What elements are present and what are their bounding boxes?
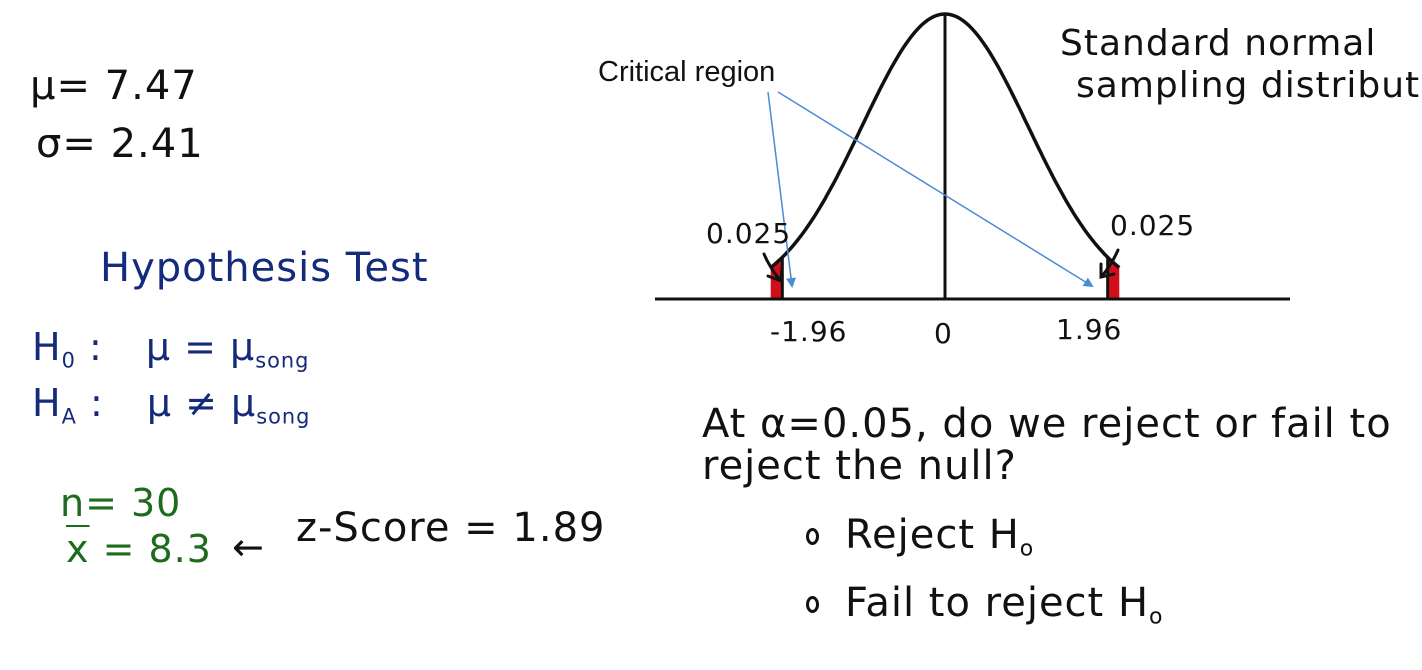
left-tail-area-label: 0.025 [706,217,792,250]
option-reject-text: Reject H [845,512,1020,558]
diagram-title-line1: Standard normal [1060,23,1377,64]
radio-fail-to-reject[interactable] [806,596,819,614]
mu-value: μ= 7.47 [30,63,198,109]
left-area-pointer [762,252,784,284]
option-reject-subscript: o [1019,536,1035,562]
critical-arrow-right [777,91,1094,288]
ha-label: H [32,381,62,425]
xbar-symbol: x [66,527,90,571]
xbar-value: = 8.3 [89,527,212,571]
ha-expression-subscript: song [256,404,311,429]
z-score: z-Score = 1.89 [296,505,606,551]
alternative-hypothesis: HA : μ ≠ μsong [32,384,310,427]
right-tail-area-label: 0.025 [1110,209,1196,242]
radio-reject[interactable] [806,528,819,546]
null-hypothesis: H0 : μ = μsong [32,328,309,371]
diagram-title-line2: sampling distribution [1076,65,1422,106]
sample-mean: x = 8.3 [66,530,212,568]
sigma-value: σ= 2.41 [36,121,204,167]
hypothesis-title: Hypothesis Test [100,245,429,291]
option-fail-to-reject[interactable]: Fail to reject Ho [806,580,1164,630]
critical-arrow-left [767,91,796,288]
critical-region-label: Critical region [598,56,776,88]
option-fail-to-reject-text: Fail to reject H [845,580,1150,626]
h0-label: H [32,325,62,369]
question-line2: reject the null? [702,443,1017,489]
ha-colon: : [89,381,104,425]
option-fail-to-reject-label: Fail to reject Ho [845,580,1164,630]
tick-label-center: 0 [934,317,953,350]
h0-expression: μ = μ [145,325,256,369]
ha-subscript: A [61,404,77,429]
ha-expression: μ ≠ μ [146,381,257,425]
question-line1: At α=0.05, do we reject or fail to [702,401,1392,447]
h0-colon: : [88,325,103,369]
tick-label-right: 1.96 [1056,313,1123,346]
right-critical-region [1107,257,1120,299]
tick-label-left: -1.96 [770,315,848,348]
h0-expression-subscript: song [255,348,310,373]
sample-size: n= 30 [60,481,182,525]
option-reject[interactable]: Reject Ho [806,512,1034,562]
option-reject-label: Reject Ho [845,512,1034,562]
h0-subscript: 0 [61,348,76,373]
right-area-pointer [1099,248,1120,279]
option-fail-to-reject-subscript: o [1149,604,1164,630]
sample-arrow: ← [232,525,265,569]
